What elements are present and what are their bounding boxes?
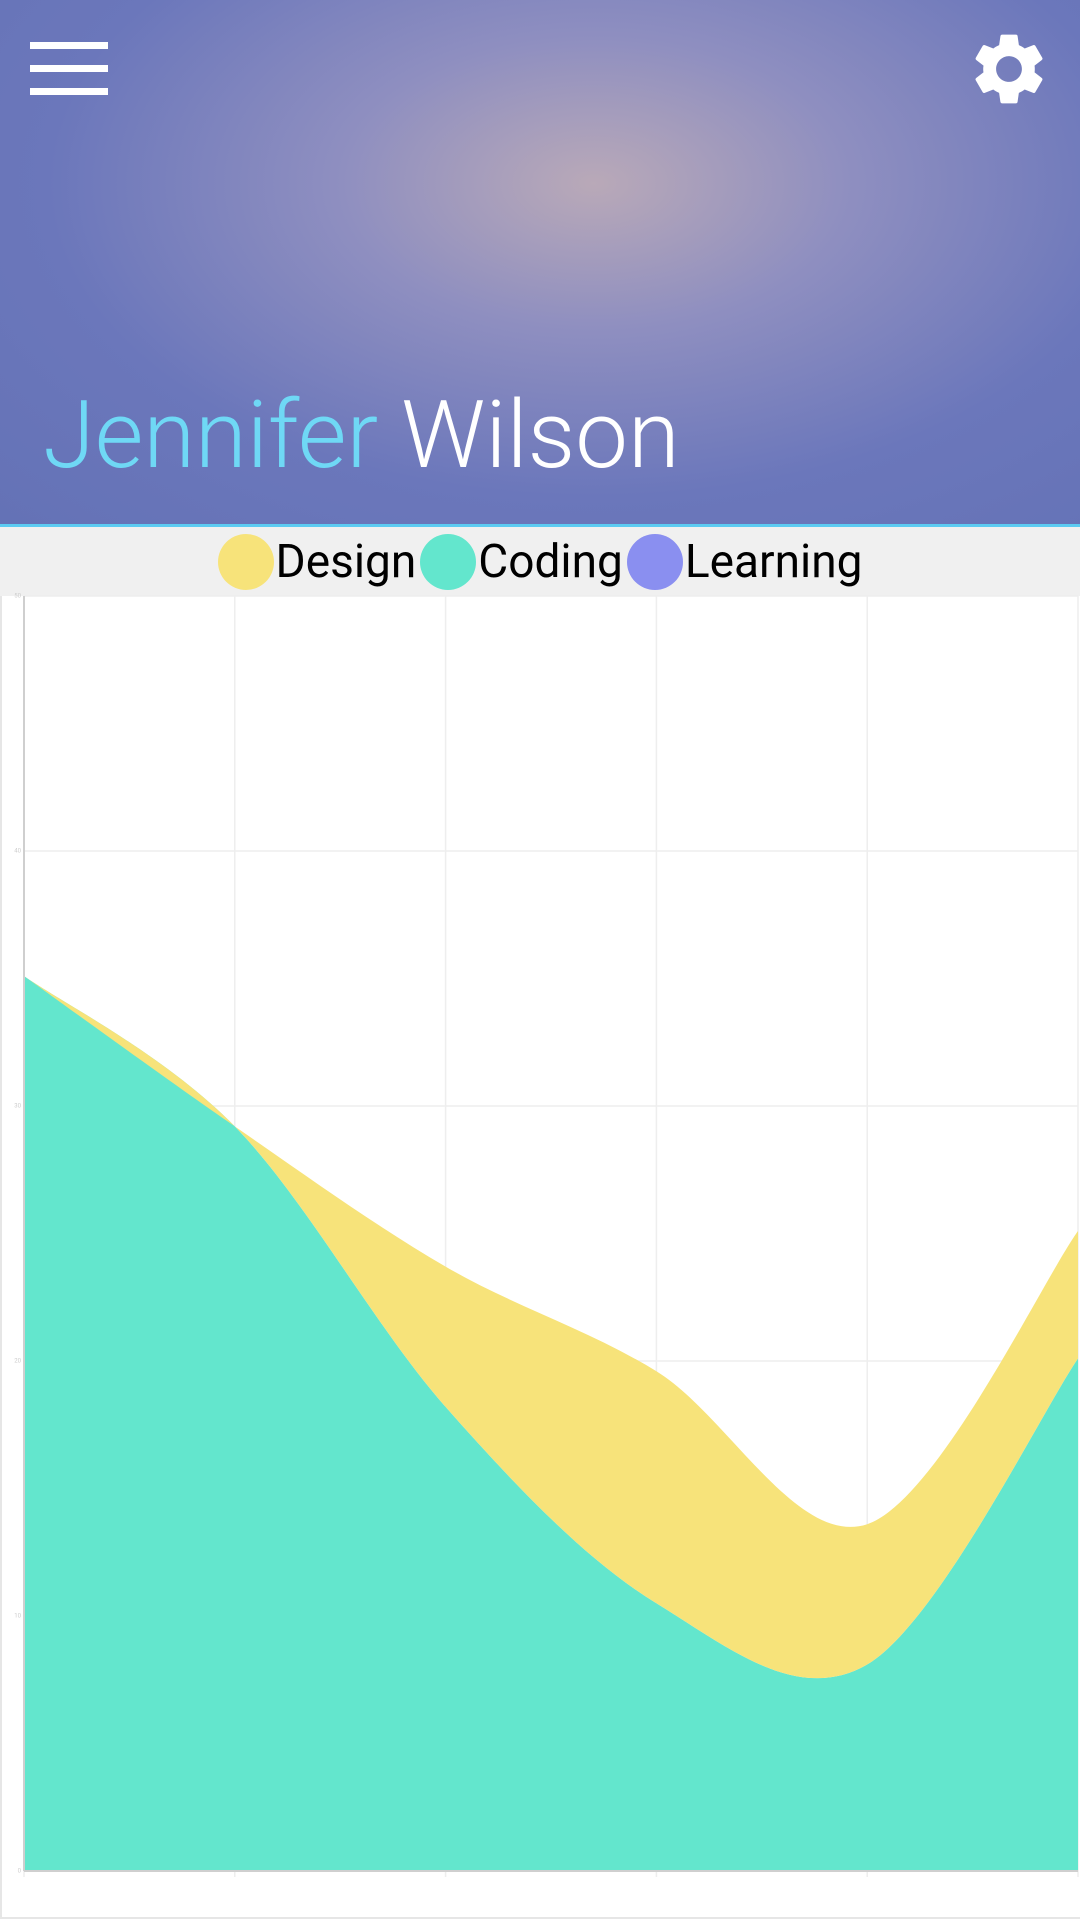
header-divider (0, 524, 1080, 527)
y-tick-label: 30 (14, 1103, 21, 1110)
y-tick-label: 40 (14, 848, 21, 855)
legend-label: Design (275, 534, 417, 589)
last-name: Wilson (401, 380, 680, 490)
plot-background (24, 596, 1078, 1871)
legend-swatch (217, 533, 274, 590)
y-tick-label: 0 (18, 1868, 22, 1875)
legend: Design Coding Learning (0, 527, 1080, 596)
legend-label: Learning (684, 534, 863, 589)
legend-item[interactable]: Coding (420, 533, 623, 590)
area (24, 975, 1078, 1679)
legend-swatch (626, 533, 683, 590)
y-tick-label: 20 (14, 1358, 21, 1365)
legend-item[interactable]: Learning (626, 533, 863, 590)
profile-name: Jennifer Wilson (43, 385, 680, 485)
legend-swatch (420, 533, 477, 590)
profile-header: Jennifer Wilson (0, 0, 1080, 524)
first-name: Jennifer (43, 380, 379, 490)
legend-item[interactable]: Design (217, 533, 417, 590)
y-tick-label: 10 (14, 1613, 21, 1620)
settings-button[interactable] (966, 26, 1052, 112)
legend-label: Coding (478, 534, 623, 589)
menu-button[interactable] (30, 42, 108, 96)
area (24, 975, 1078, 1871)
